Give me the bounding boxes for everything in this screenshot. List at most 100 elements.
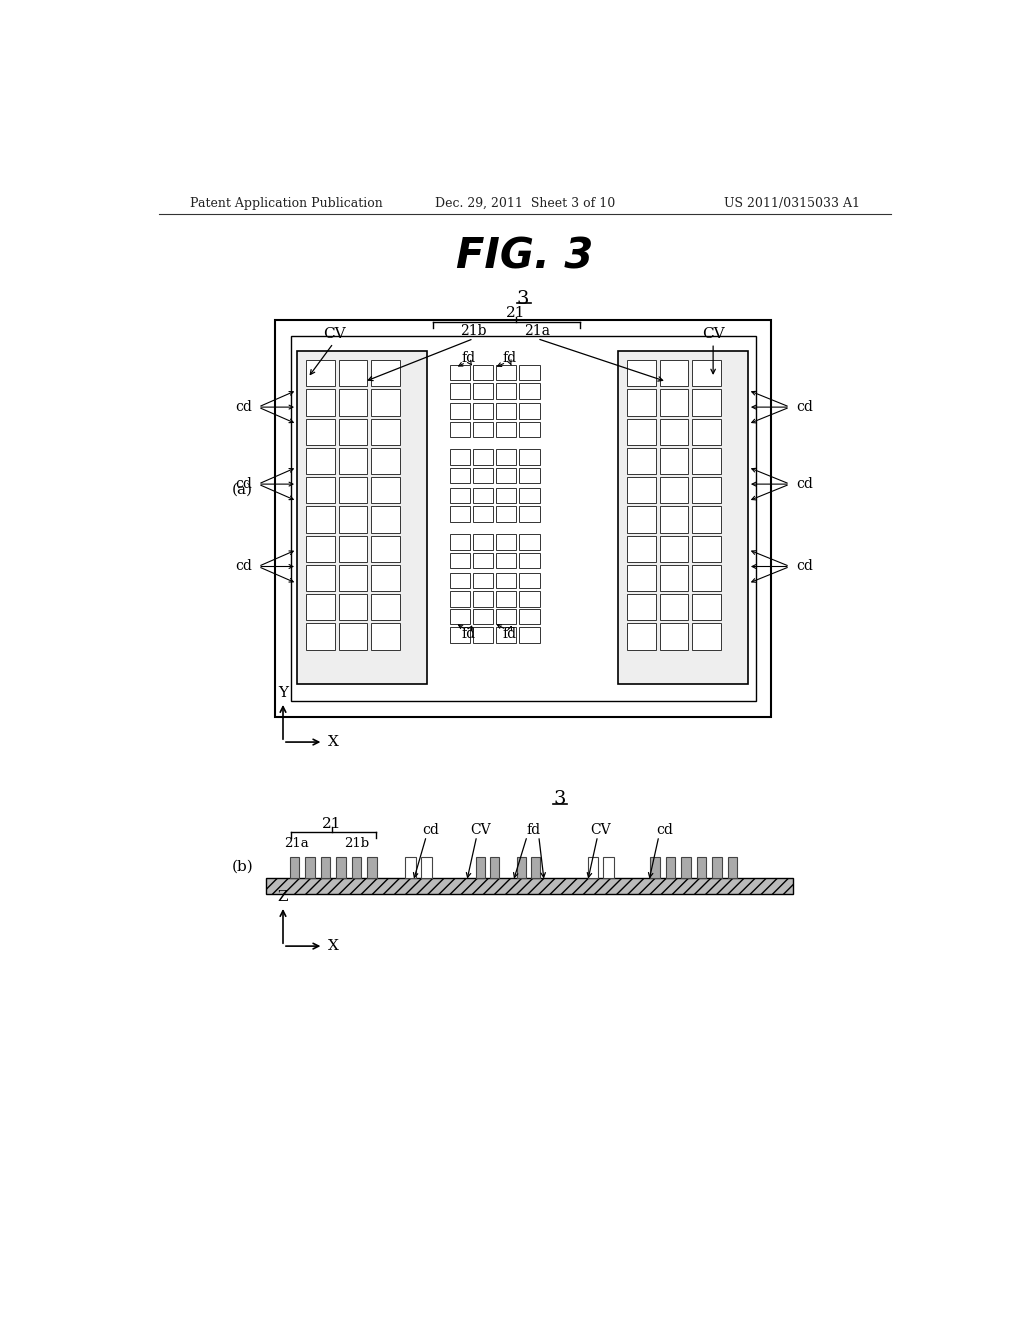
- Bar: [339, 623, 368, 649]
- Bar: [519, 553, 540, 568]
- Bar: [496, 383, 516, 399]
- Text: cd: cd: [796, 477, 813, 491]
- Bar: [627, 418, 655, 445]
- Text: Y: Y: [278, 686, 288, 700]
- Bar: [692, 360, 721, 387]
- Bar: [650, 857, 659, 878]
- Bar: [306, 478, 335, 503]
- Text: 21b: 21b: [344, 837, 370, 850]
- Text: fd: fd: [526, 822, 541, 837]
- Bar: [450, 627, 470, 643]
- Text: 3: 3: [553, 791, 566, 808]
- Bar: [306, 447, 335, 474]
- Bar: [517, 857, 526, 878]
- Bar: [519, 507, 540, 521]
- Bar: [496, 553, 516, 568]
- Bar: [450, 609, 470, 624]
- Bar: [372, 478, 400, 503]
- Bar: [659, 478, 688, 503]
- Bar: [519, 609, 540, 624]
- Bar: [519, 364, 540, 380]
- Text: Dec. 29, 2011  Sheet 3 of 10: Dec. 29, 2011 Sheet 3 of 10: [434, 197, 615, 210]
- Bar: [659, 507, 688, 533]
- Bar: [627, 447, 655, 474]
- Text: X: X: [328, 735, 339, 748]
- Bar: [368, 857, 377, 878]
- Text: cd: cd: [236, 560, 252, 573]
- Bar: [473, 535, 493, 549]
- Bar: [627, 565, 655, 591]
- Bar: [306, 418, 335, 445]
- Bar: [692, 594, 721, 620]
- Bar: [519, 591, 540, 607]
- Bar: [321, 857, 331, 878]
- Text: CV: CV: [591, 822, 611, 837]
- Bar: [450, 469, 470, 483]
- Bar: [519, 383, 540, 399]
- Bar: [337, 857, 346, 878]
- Bar: [450, 364, 470, 380]
- Bar: [627, 623, 655, 649]
- Text: FIG. 3: FIG. 3: [456, 236, 594, 279]
- Bar: [692, 478, 721, 503]
- Bar: [372, 536, 400, 562]
- Text: Patent Application Publication: Patent Application Publication: [190, 197, 383, 210]
- Bar: [306, 623, 335, 649]
- Bar: [519, 573, 540, 589]
- Bar: [496, 450, 516, 465]
- Text: 21: 21: [506, 306, 525, 321]
- Bar: [306, 594, 335, 620]
- Bar: [519, 422, 540, 437]
- Bar: [450, 488, 470, 503]
- Bar: [496, 573, 516, 589]
- Bar: [339, 360, 368, 387]
- Bar: [372, 594, 400, 620]
- Bar: [339, 447, 368, 474]
- Bar: [476, 857, 485, 878]
- Bar: [496, 591, 516, 607]
- Bar: [305, 857, 314, 878]
- Bar: [291, 335, 756, 701]
- Bar: [473, 422, 493, 437]
- Bar: [496, 609, 516, 624]
- Bar: [297, 351, 427, 684]
- Bar: [275, 321, 771, 717]
- Bar: [450, 573, 470, 589]
- Bar: [450, 383, 470, 399]
- Bar: [496, 488, 516, 503]
- Bar: [531, 857, 541, 878]
- Bar: [692, 536, 721, 562]
- Bar: [496, 404, 516, 418]
- Bar: [339, 507, 368, 533]
- Bar: [406, 857, 417, 878]
- Bar: [473, 609, 493, 624]
- Bar: [473, 364, 493, 380]
- Bar: [450, 404, 470, 418]
- Text: cd: cd: [236, 477, 252, 491]
- Bar: [266, 878, 793, 894]
- Bar: [372, 389, 400, 416]
- Text: fd: fd: [462, 351, 476, 364]
- Bar: [692, 447, 721, 474]
- Bar: [352, 857, 361, 878]
- Bar: [617, 351, 748, 684]
- Bar: [692, 389, 721, 416]
- Text: fd: fd: [502, 627, 516, 642]
- Text: CV: CV: [324, 327, 346, 341]
- Text: US 2011/0315033 A1: US 2011/0315033 A1: [724, 197, 859, 210]
- Bar: [496, 535, 516, 549]
- Bar: [473, 404, 493, 418]
- Text: X: X: [328, 939, 339, 953]
- Bar: [306, 536, 335, 562]
- Bar: [339, 418, 368, 445]
- Bar: [681, 857, 690, 878]
- Bar: [496, 507, 516, 521]
- Bar: [339, 536, 368, 562]
- Bar: [473, 553, 493, 568]
- Bar: [372, 623, 400, 649]
- Bar: [306, 360, 335, 387]
- Bar: [372, 565, 400, 591]
- Bar: [372, 507, 400, 533]
- Bar: [519, 450, 540, 465]
- Bar: [450, 422, 470, 437]
